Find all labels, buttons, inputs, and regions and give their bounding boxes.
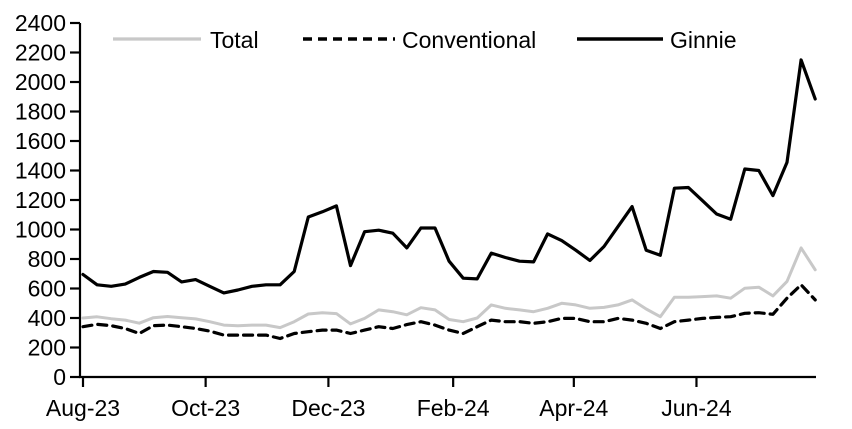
y-axis-tick-label: 200 <box>28 335 66 361</box>
x-axis-tick-label: Apr-24 <box>539 395 608 421</box>
y-axis-tick-label: 1200 <box>15 187 66 213</box>
y-axis-tick-label: 600 <box>28 276 66 302</box>
x-axis-tick-label: Jun-24 <box>661 395 732 421</box>
y-axis-tick-label: 1400 <box>15 158 66 184</box>
y-axis-tick-label: 1800 <box>15 99 66 125</box>
y-axis-tick-label: 0 <box>53 364 66 390</box>
conventional-series-line <box>81 283 817 341</box>
y-axis-tick-label: 1600 <box>15 128 66 154</box>
x-axis-tick-label: Aug-23 <box>46 395 120 421</box>
ginnie-series-line <box>81 58 817 295</box>
total-series-line <box>81 246 817 330</box>
y-axis-tick-label: 1000 <box>15 217 66 243</box>
y-axis-tick-label: 800 <box>28 246 66 272</box>
y-axis-tick-label: 2000 <box>15 69 66 95</box>
x-axis-tick-label: Oct-23 <box>171 395 240 421</box>
legend-label-total: Total <box>210 27 259 53</box>
y-axis-tick-label: 2400 <box>15 10 66 36</box>
y-axis-tick-label: 2200 <box>15 40 66 66</box>
legend-label-ginnie: Ginnie <box>670 27 736 53</box>
x-axis-tick-label: Feb-24 <box>417 395 490 421</box>
x-axis-tick-label: Dec-23 <box>291 395 365 421</box>
legend-label-conventional: Conventional <box>402 27 536 53</box>
y-axis-tick-label: 400 <box>28 305 66 331</box>
